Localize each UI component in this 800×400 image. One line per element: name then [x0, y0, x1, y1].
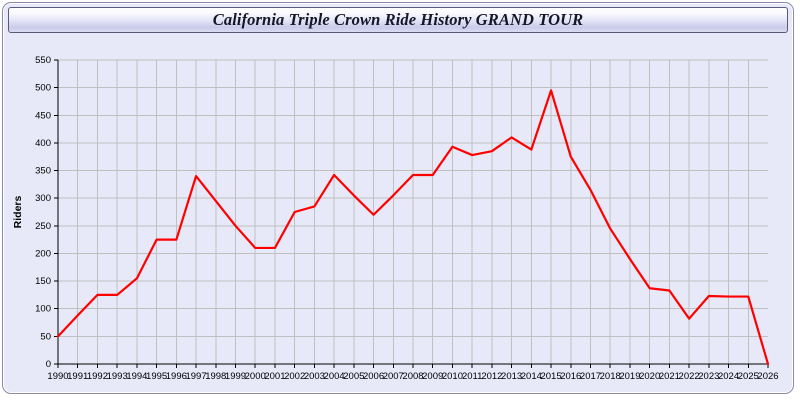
- x-tick-label: 2020: [639, 371, 660, 382]
- x-tick-label: 2026: [757, 371, 778, 382]
- x-tick-label: 2007: [383, 371, 404, 382]
- x-tick-label: 2016: [560, 371, 581, 382]
- x-tick-label: 2013: [501, 371, 522, 382]
- x-tick-label: 2025: [738, 371, 759, 382]
- x-tick-label: 2003: [304, 371, 325, 382]
- x-tick-label: 1996: [166, 371, 187, 382]
- y-tick-label: 450: [35, 110, 51, 121]
- y-tick-label: 150: [35, 276, 51, 287]
- x-tick-label: 2001: [264, 371, 285, 382]
- x-tick-label: 2011: [462, 371, 482, 382]
- y-tick-label: 100: [35, 304, 51, 315]
- x-tick-label: 2009: [422, 371, 443, 382]
- x-tick-label: 2012: [481, 371, 502, 382]
- x-tick-label: 1992: [87, 371, 108, 382]
- y-tick-label: 200: [35, 248, 51, 259]
- y-tick-label: 50: [40, 331, 51, 342]
- y-tick-label: 300: [35, 193, 51, 204]
- x-tick-label: 2022: [679, 371, 700, 382]
- x-tick-label: 2002: [284, 371, 305, 382]
- y-tick-label: 250: [35, 221, 51, 232]
- chart-title: California Triple Crown Ride History GRA…: [212, 10, 584, 29]
- x-tick-label: 2008: [402, 371, 423, 382]
- x-axis-ticks-group: 1990199119921993199419951996199719981999…: [47, 364, 779, 382]
- x-tick-label: 1994: [126, 371, 147, 382]
- x-tick-label: 1998: [205, 371, 226, 382]
- x-tick-label: 1999: [225, 371, 246, 382]
- y-tick-label: 400: [35, 138, 51, 149]
- x-tick-label: 2006: [363, 371, 384, 382]
- data-series-line: [56, 89, 770, 366]
- y-axis-ticks-group: 0 50 100 150 200 250 300 350 400 450 500 550: [35, 55, 58, 370]
- x-tick-label: 2015: [540, 371, 561, 382]
- x-tick-label: 2017: [580, 371, 601, 382]
- plot-area-container: 0 50 100 150 200 250 300 350 400 450 500 550 1990 19…: [3, 37, 795, 393]
- x-tick-label: 1991: [67, 371, 88, 382]
- x-tick-label: 2000: [245, 371, 266, 382]
- x-tick-label: 2024: [718, 371, 739, 382]
- y-axis-label: Riders: [12, 196, 24, 229]
- x-tick-label: 1995: [146, 371, 167, 382]
- y-tick-label: 550: [35, 55, 51, 66]
- x-tick-label: 2018: [600, 371, 621, 382]
- x-tick-label: 2014: [521, 371, 542, 382]
- x-tick-label: 2010: [442, 371, 463, 382]
- x-tick-label: 2023: [698, 371, 719, 382]
- x-tick-label: 1990: [47, 371, 68, 382]
- chart-window: California Triple Crown Ride History GRA…: [2, 2, 794, 394]
- x-tick-label: 1993: [107, 371, 128, 382]
- y-tick-label: 350: [35, 166, 51, 177]
- window-title-bar: California Triple Crown Ride History GRA…: [8, 7, 788, 33]
- x-tick-label: 2005: [343, 371, 364, 382]
- x-gridlines-group: [77, 60, 749, 364]
- x-tick-label: 2021: [659, 371, 680, 382]
- x-tick-label: 2019: [619, 371, 640, 382]
- y-tick-label: 0: [46, 359, 51, 370]
- y-tick-label: 500: [35, 83, 51, 94]
- x-tick-label: 1997: [185, 371, 206, 382]
- x-tick-label: 2004: [324, 371, 345, 382]
